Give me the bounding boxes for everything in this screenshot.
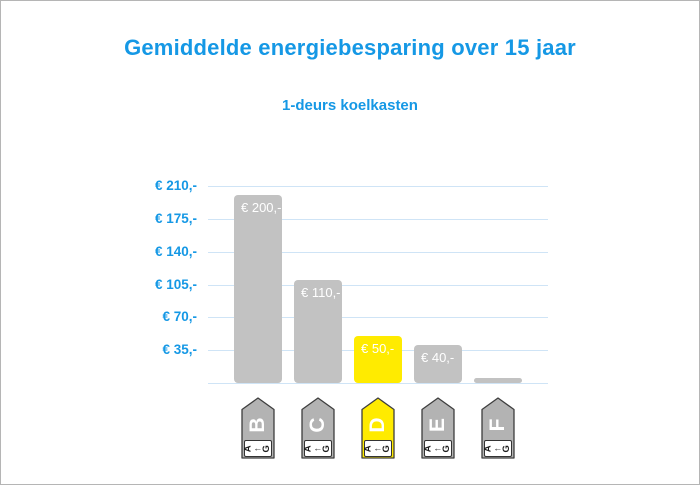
energy-class-letter: C bbox=[306, 417, 329, 433]
energy-scale-a-to-g: A ← G bbox=[363, 440, 392, 457]
energy-class-letter: F bbox=[486, 418, 509, 432]
energy-scale-a-to-g: A ← G bbox=[303, 440, 332, 457]
gridline bbox=[208, 252, 548, 253]
energy-class-letter: B bbox=[246, 417, 269, 433]
bar-F bbox=[474, 378, 522, 383]
gridline bbox=[208, 285, 548, 286]
bar-value-label: € 50,- bbox=[361, 341, 395, 356]
y-axis-tick-label: € 35,- bbox=[162, 342, 197, 357]
bar-B: € 200,- bbox=[234, 195, 282, 383]
left-arrow-icon: ← bbox=[373, 443, 383, 453]
bar-value-label: € 40,- bbox=[421, 350, 455, 365]
energy-scale-a-to-g: A ← G bbox=[483, 440, 512, 457]
energy-class-letter: E bbox=[426, 418, 449, 433]
left-arrow-icon: ← bbox=[433, 443, 443, 453]
y-axis-tick-label: € 70,- bbox=[162, 309, 197, 324]
gridline bbox=[208, 219, 548, 220]
energy-label-tag-B: B A ← G bbox=[240, 396, 276, 460]
left-arrow-icon: ← bbox=[253, 443, 263, 453]
energy-scale-a-to-g: A ← G bbox=[423, 440, 452, 457]
y-axis-tick-label: € 175,- bbox=[154, 211, 197, 226]
gridline bbox=[208, 383, 548, 384]
bar-C: € 110,- bbox=[294, 280, 342, 383]
y-axis-tick-label: € 105,- bbox=[154, 277, 197, 292]
chart-subtitle: 1-deurs koelkasten bbox=[282, 97, 418, 114]
left-arrow-icon: ← bbox=[313, 443, 323, 453]
energy-scale-a-to-g: A ← G bbox=[243, 440, 272, 457]
energy-label-tag-E: E A ← G bbox=[420, 396, 456, 460]
bar-E: € 40,- bbox=[414, 345, 462, 383]
gridline bbox=[208, 317, 548, 318]
bar-value-label: € 110,- bbox=[301, 285, 341, 300]
energy-label-tag-F: F A ← G bbox=[480, 396, 516, 460]
chart-title: Gemiddelde energiebesparing over 15 jaar bbox=[124, 35, 576, 60]
left-arrow-icon: ← bbox=[493, 443, 503, 453]
bar-D: € 50,- bbox=[354, 336, 402, 383]
bar-value-label: € 200,- bbox=[241, 200, 282, 215]
energy-label-tag-C: C A ← G bbox=[300, 396, 336, 460]
y-axis-tick-label: € 140,- bbox=[154, 244, 197, 259]
gridline bbox=[208, 186, 548, 187]
energy-class-letter: D bbox=[366, 417, 389, 433]
y-axis-tick-label: € 210,- bbox=[154, 178, 197, 193]
energy-label-tag-D: D A ← G bbox=[360, 396, 396, 460]
